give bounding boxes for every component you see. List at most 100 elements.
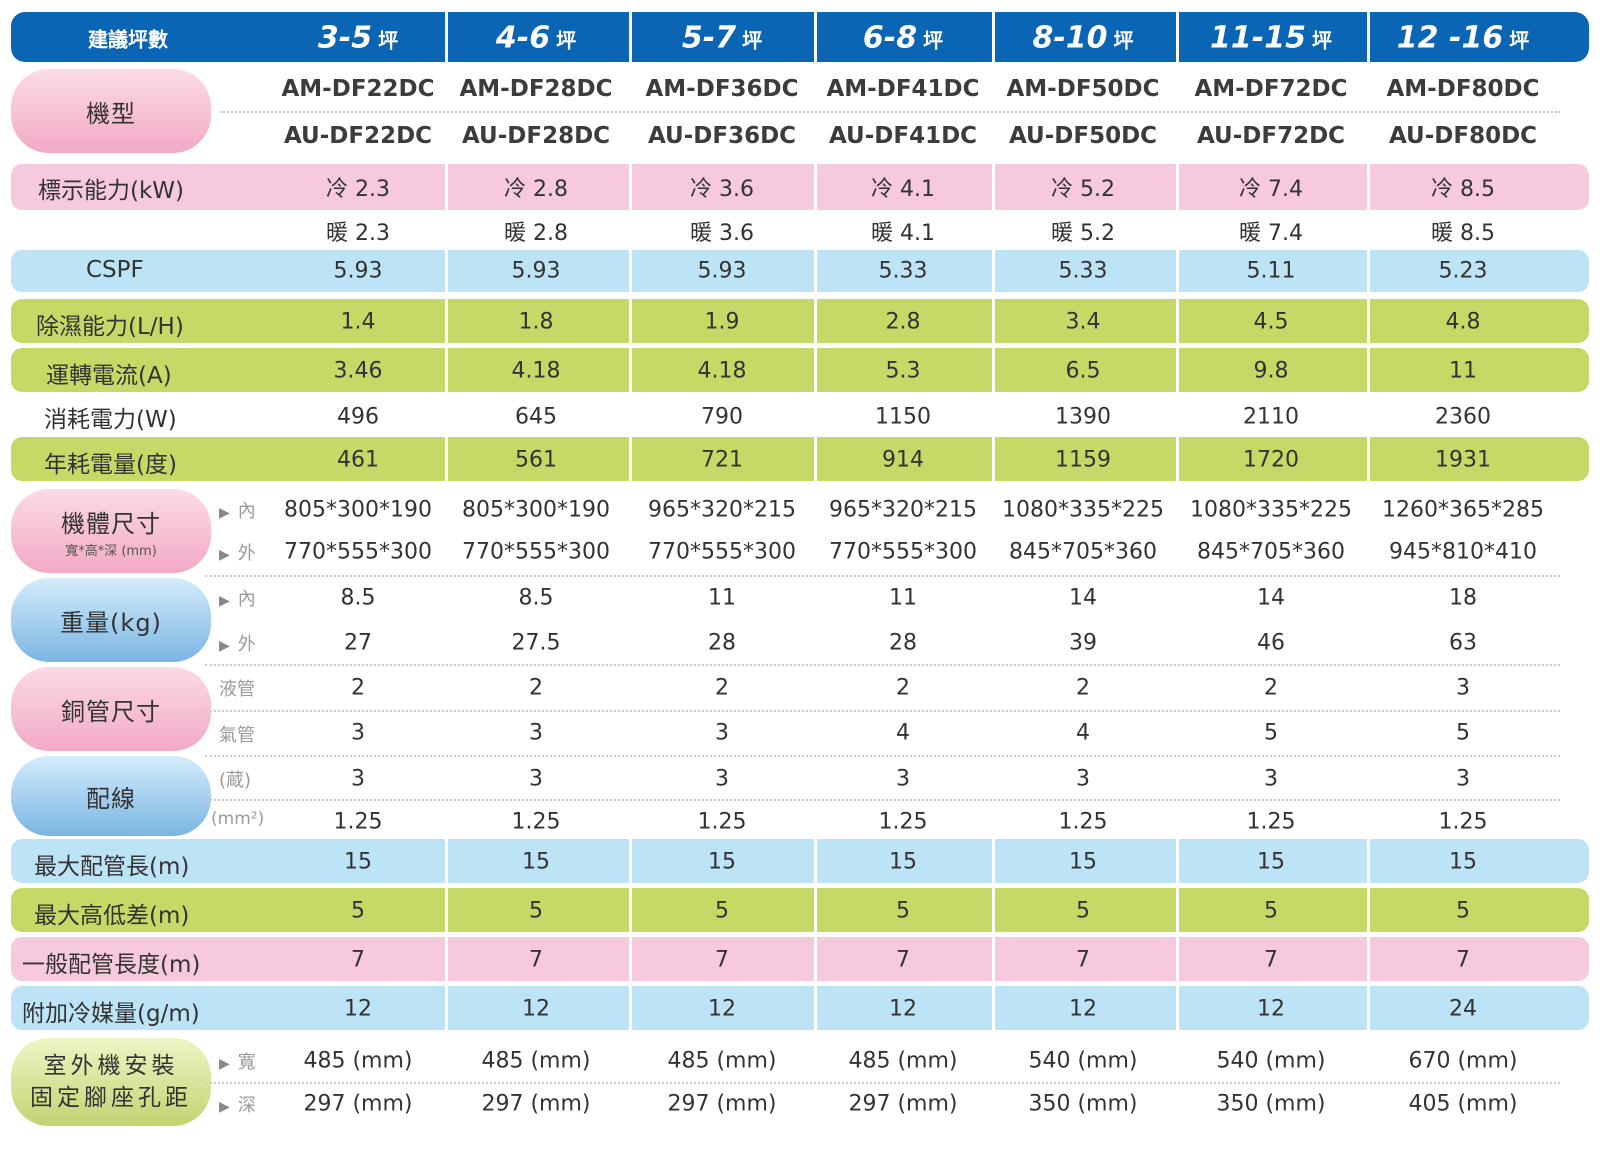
cell-wire-mm2: 1.25: [1058, 809, 1108, 835]
column-divider: [1367, 937, 1370, 981]
column-divider: [1176, 299, 1179, 343]
cell-model-in: AM-DF50DC: [1006, 76, 1160, 102]
weight-outer-sublabel: ▶ 外: [219, 634, 256, 655]
cell-general-len: 7: [1264, 947, 1278, 973]
cell-annual: 1931: [1435, 447, 1491, 473]
column-divider: [814, 299, 817, 343]
cell-cool: 冷 3.6: [690, 177, 754, 202]
column-divider: [1367, 164, 1370, 210]
cell-refrigerant: 12: [889, 996, 917, 1022]
pipe-pill: 銅管尺寸: [11, 667, 211, 751]
cell-model-out: AU-DF36DC: [647, 123, 797, 149]
cell-weight-in: 8.5: [340, 585, 376, 611]
cell-size-out: 770*555*300: [648, 539, 796, 565]
wiring-pill: 配線: [11, 756, 211, 836]
model-label: 機型: [86, 99, 136, 128]
column-divider: [629, 986, 632, 1030]
cell-mount-d: 297 (mm): [848, 1091, 958, 1117]
cell-power: 2110: [1243, 404, 1299, 430]
column-divider: [814, 250, 817, 292]
cell-annual: 461: [337, 447, 379, 473]
cell-size-out: 945*810*410: [1389, 539, 1537, 565]
size-outer-sublabel: ▶ 外: [219, 543, 256, 564]
column-divider: [445, 839, 448, 883]
cell-cool: 冷 2.8: [504, 177, 568, 202]
cell-max-len: 15: [708, 849, 736, 875]
cspf-label: CSPF: [86, 257, 144, 283]
cell-weight-out: 27: [344, 630, 372, 656]
cell-cool: 冷 4.1: [871, 177, 935, 202]
column-divider: [992, 937, 995, 981]
cell-wire-cores: 3: [896, 766, 910, 792]
power-label: 消耗電力(W): [44, 407, 177, 433]
cell-refrigerant: 24: [1449, 996, 1477, 1022]
cell-pipe-liquid: 2: [896, 675, 910, 701]
header-range: 3-5: [317, 20, 373, 56]
cell-dehum: 3.4: [1065, 309, 1101, 335]
cell-current: 9.8: [1253, 358, 1289, 384]
cell-wire-mm2: 1.25: [1246, 809, 1296, 835]
cell-refrigerant: 12: [708, 996, 736, 1022]
column-divider: [445, 348, 448, 392]
cell-refrigerant: 12: [522, 996, 550, 1022]
cell-max-height: 5: [1076, 898, 1090, 924]
cell-heat: 暖 5.2: [1051, 221, 1115, 246]
annual-label: 年耗電量(度): [44, 452, 177, 478]
cell-max-height: 5: [896, 898, 910, 924]
triangle-right-icon: ▶: [219, 505, 230, 521]
column-divider: [1367, 12, 1370, 62]
column-divider: [629, 164, 632, 210]
cell-max-len: 15: [344, 849, 372, 875]
cell-mount-w: 670 (mm): [1408, 1048, 1518, 1074]
cell-cspf: 5.93: [333, 258, 383, 284]
cell-mount-w: 485 (mm): [848, 1048, 958, 1074]
cell-refrigerant: 12: [1069, 996, 1097, 1022]
header-range-cell: 6-8 坪: [863, 21, 943, 56]
cell-pipe-gas: 3: [351, 720, 365, 746]
cell-model-in: AM-DF72DC: [1194, 76, 1348, 102]
mount-depth-sublabel: ▶ 深: [219, 1095, 256, 1116]
cell-size-in: 1260*365*285: [1382, 497, 1544, 523]
cell-mount-d: 297 (mm): [303, 1091, 413, 1117]
dotted-separator: [205, 710, 1560, 712]
column-divider: [992, 299, 995, 343]
refrigerant-band: [11, 986, 1589, 1030]
cell-pipe-gas: 4: [1076, 720, 1090, 746]
cell-general-len: 7: [896, 947, 910, 973]
cell-power: 496: [337, 404, 379, 430]
cell-heat: 暖 3.6: [690, 221, 754, 246]
header-range: 11-15: [1210, 20, 1306, 56]
cell-dehum: 1.8: [518, 309, 554, 335]
cell-refrigerant: 12: [1257, 996, 1285, 1022]
cell-general-len: 7: [715, 947, 729, 973]
column-divider: [445, 437, 448, 481]
cell-annual: 721: [701, 447, 743, 473]
dotted-separator: [205, 575, 1560, 577]
max-len-label: 最大配管長(m): [34, 854, 190, 880]
column-divider: [1176, 348, 1179, 392]
triangle-right-icon: ▶: [219, 593, 230, 609]
header-range-cell: 11-15 坪: [1210, 21, 1332, 56]
cell-size-in: 1080*335*225: [1002, 497, 1164, 523]
cell-max-len: 15: [889, 849, 917, 875]
header-band: [11, 12, 1589, 62]
cell-mount-d: 405 (mm): [1408, 1091, 1518, 1117]
size-inner-sublabel: ▶ 內: [219, 501, 256, 522]
column-divider: [445, 937, 448, 981]
pipe-gas-sublabel: 氣管: [219, 725, 255, 746]
general-len-band: [11, 937, 1589, 981]
column-divider: [629, 888, 632, 932]
column-divider: [1367, 299, 1370, 343]
column-divider: [814, 937, 817, 981]
cell-wire-cores: 3: [715, 766, 729, 792]
cell-heat: 暖 8.5: [1431, 221, 1495, 246]
cspf-band: [11, 250, 1589, 292]
cell-weight-in: 8.5: [518, 585, 554, 611]
cell-current: 4.18: [697, 358, 747, 384]
column-divider: [629, 299, 632, 343]
cell-pipe-liquid: 2: [715, 675, 729, 701]
cell-dehum: 1.4: [340, 309, 376, 335]
column-divider: [629, 12, 632, 62]
cell-current: 3.46: [333, 358, 383, 384]
cell-max-height: 5: [715, 898, 729, 924]
